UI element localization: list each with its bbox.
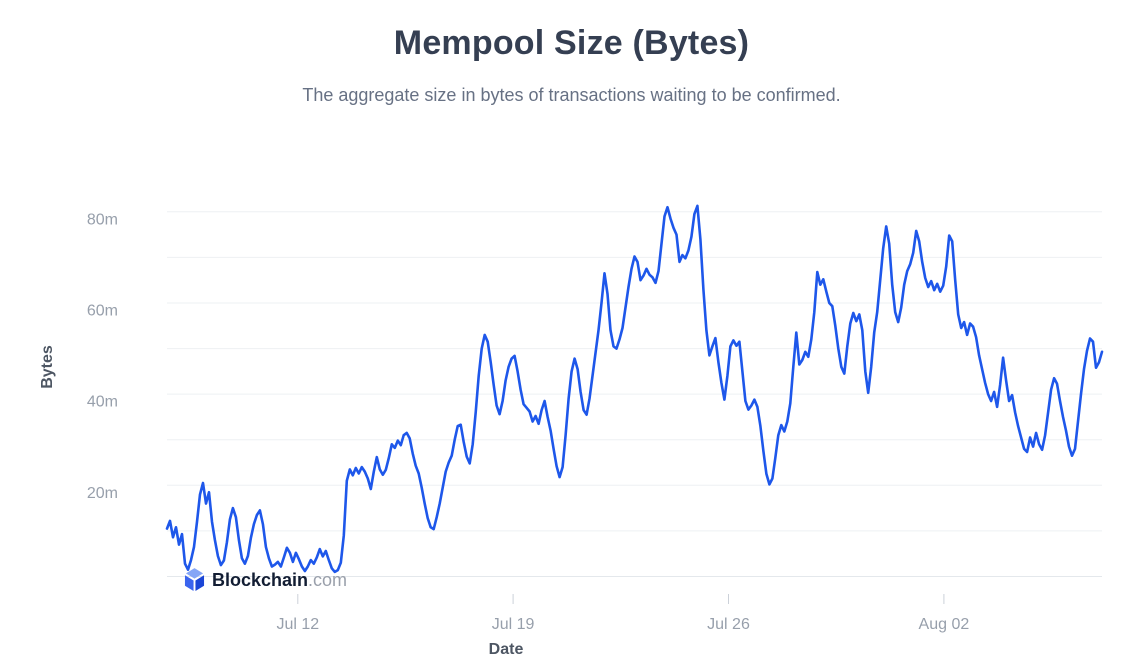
y-tick-label: 60m [87,303,118,320]
x-tick-label: Jul 12 [276,616,319,633]
y-axis-title: Bytes [39,345,56,389]
y-tick-label: 20m [87,485,118,502]
page-title: Mempool Size (Bytes) [393,24,750,62]
blockchain-watermark-link[interactable]: Blockchain.com [184,568,347,592]
x-tick-label: Jul 19 [492,616,535,633]
blockchain-logo-icon [184,568,205,592]
watermark-brand-text: Blockchain.com [212,570,348,590]
y-tick-label: 80m [87,211,118,228]
y-tick-label: 40m [87,394,118,411]
x-tick-label: Jul 26 [707,616,750,633]
page-subtitle: The aggregate size in bytes of transacti… [302,85,841,105]
watermark-suffix-text: .com [308,570,348,590]
mempool-size-series[interactable] [165,204,1104,574]
x-tick-label: Aug 02 [919,616,970,633]
x-axis-title: Date [488,641,524,658]
